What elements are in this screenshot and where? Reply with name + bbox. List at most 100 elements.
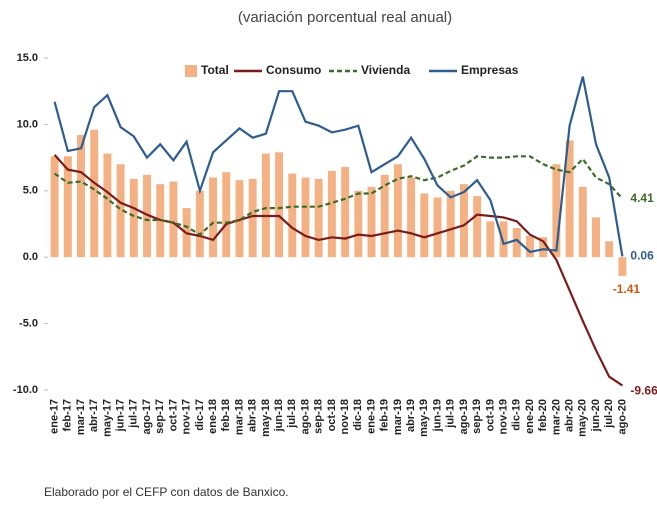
bar	[50, 156, 59, 258]
legend-label: Empresas	[461, 63, 519, 77]
bar	[90, 129, 99, 258]
bar	[473, 196, 482, 258]
x-tick-label: oct-18	[326, 399, 338, 431]
bar	[116, 164, 125, 258]
bar	[420, 193, 429, 258]
bar	[209, 177, 218, 258]
bar	[459, 184, 468, 258]
bar	[129, 178, 138, 258]
x-tick-label: jun-18	[273, 399, 285, 432]
x-tick-label: nov-19	[497, 399, 509, 434]
x-tick-label: ago-17	[141, 399, 153, 434]
bar	[314, 178, 323, 258]
bar	[526, 235, 534, 258]
bar	[301, 177, 310, 258]
line-series	[53, 155, 624, 236]
bar	[248, 178, 257, 258]
bar	[261, 153, 270, 258]
y-tick-label: 10.0	[17, 118, 38, 130]
x-tick-label: may-20	[577, 399, 589, 437]
x-tick-label: mar-19	[392, 399, 404, 435]
bar	[275, 152, 284, 258]
bar	[433, 197, 442, 258]
y-tick-label: 15.0	[17, 52, 38, 64]
x-tick-label: ene-19	[365, 399, 377, 434]
bar	[393, 164, 402, 258]
x-tick-label: oct-19	[484, 399, 496, 431]
x-tick-label: jul-19	[445, 399, 457, 429]
bar	[143, 174, 151, 258]
x-tick-label: feb-20	[537, 399, 549, 431]
bar	[605, 241, 614, 258]
x-tick-label: feb-17	[62, 399, 74, 431]
legend-swatch	[185, 65, 197, 77]
bar	[618, 257, 627, 276]
x-tick-label: abr-18	[247, 399, 259, 432]
x-tick-label: abr-17	[88, 399, 100, 432]
line-series	[53, 154, 624, 387]
x-tick-label: mar-20	[550, 399, 562, 435]
bar	[195, 190, 204, 258]
bar	[565, 140, 574, 258]
data-label: -1.41	[613, 282, 641, 296]
bar	[222, 172, 231, 258]
legend-label: Vivienda	[361, 63, 410, 77]
bar	[486, 221, 495, 258]
bar	[354, 190, 363, 258]
x-tick-label: ene-17	[49, 399, 61, 434]
bar	[327, 170, 336, 258]
x-tick-label: abr-20	[563, 399, 575, 432]
bar	[367, 186, 376, 258]
x-tick-label: feb-19	[379, 399, 391, 431]
bar	[77, 135, 85, 258]
x-tick-label: jul-20	[603, 399, 615, 429]
line-series	[53, 76, 624, 257]
x-tick-label: ene-20	[524, 399, 536, 434]
x-tick-label: mar-18	[233, 399, 245, 435]
x-tick-label: jul-18	[286, 399, 298, 429]
footnote: Elaborado por el CEFP con datos de Banxi…	[44, 485, 289, 499]
bar	[235, 180, 244, 258]
x-tick-label: jul-17	[128, 399, 140, 429]
legend-label: Total	[201, 63, 229, 77]
bar	[592, 217, 600, 258]
bar	[63, 156, 72, 258]
bar	[578, 186, 587, 258]
x-tick-label: sep-18	[313, 399, 325, 434]
x-tick-label: sep-17	[154, 399, 166, 434]
x-tick-label: ene-18	[207, 399, 219, 434]
y-tick-label: 5.0	[23, 185, 38, 197]
x-tick-label: ago-18	[299, 399, 311, 434]
x-tick-label: ago-19	[458, 399, 470, 434]
x-tick-label: may-18	[260, 399, 272, 437]
x-tick-label: feb-18	[220, 399, 232, 431]
bar	[407, 177, 416, 258]
bar	[341, 166, 350, 258]
bar	[499, 221, 508, 258]
x-tick-label: nov-18	[339, 399, 351, 434]
x-tick-label: jun-20	[590, 399, 602, 432]
x-tick-label: may-17	[101, 399, 113, 437]
bar	[512, 227, 521, 258]
x-tick-label: sep-19	[471, 399, 483, 434]
data-label: -9.66	[630, 384, 657, 398]
bar	[380, 174, 389, 258]
y-tick-label: -5.0	[19, 318, 38, 330]
chart-title: (variación porcentual real anual)	[238, 9, 452, 26]
y-tick-label: 0.0	[23, 251, 38, 263]
x-tick-label: dic-19	[511, 399, 523, 431]
x-tick-label: mar-17	[75, 399, 87, 435]
bar	[552, 164, 561, 258]
bar	[169, 181, 178, 258]
bar	[446, 190, 455, 258]
data-label: 0.06	[630, 249, 654, 263]
x-tick-label: oct-17	[167, 399, 179, 431]
x-tick-label: dic-18	[352, 399, 364, 431]
bar	[288, 173, 297, 258]
x-tick-label: nov-17	[181, 399, 193, 434]
data-label: 4.41	[630, 191, 654, 205]
x-tick-label: may-19	[418, 399, 430, 437]
x-tick-label: abr-19	[405, 399, 417, 432]
x-tick-label: jun-19	[431, 399, 443, 432]
